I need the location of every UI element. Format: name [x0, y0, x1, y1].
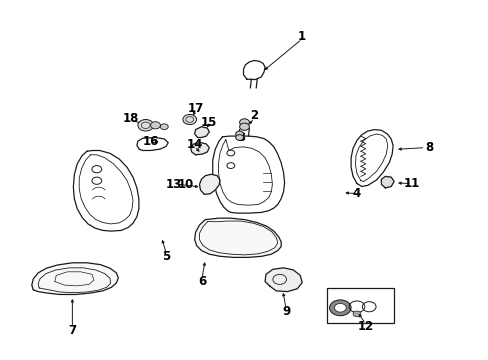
Text: 6: 6 — [198, 275, 205, 288]
Polygon shape — [381, 176, 393, 188]
Polygon shape — [137, 138, 168, 150]
Circle shape — [150, 122, 160, 129]
Text: 8: 8 — [425, 141, 432, 154]
Polygon shape — [243, 60, 264, 80]
Text: 17: 17 — [187, 102, 203, 114]
Circle shape — [235, 131, 243, 137]
Circle shape — [160, 124, 168, 130]
Text: 16: 16 — [142, 135, 159, 148]
Polygon shape — [264, 268, 302, 292]
Circle shape — [329, 300, 350, 316]
Circle shape — [138, 120, 153, 131]
Circle shape — [235, 135, 243, 140]
Polygon shape — [199, 174, 220, 194]
Bar — [326, 288, 393, 323]
Text: 10: 10 — [177, 178, 194, 191]
Circle shape — [239, 119, 249, 126]
Text: 1: 1 — [298, 30, 305, 42]
Text: 3: 3 — [237, 131, 244, 144]
Polygon shape — [32, 263, 118, 294]
Text: 5: 5 — [162, 250, 170, 263]
Circle shape — [352, 311, 360, 317]
Text: 11: 11 — [403, 177, 419, 190]
Text: 18: 18 — [122, 112, 139, 125]
Polygon shape — [350, 130, 392, 186]
Text: 9: 9 — [282, 305, 289, 318]
Text: 7: 7 — [68, 324, 76, 337]
Circle shape — [183, 114, 196, 125]
Text: 12: 12 — [357, 320, 373, 333]
Polygon shape — [73, 150, 139, 231]
Text: 13: 13 — [165, 178, 182, 191]
Polygon shape — [194, 127, 209, 138]
Text: 14: 14 — [186, 138, 203, 150]
Text: 15: 15 — [201, 116, 217, 129]
Text: 4: 4 — [352, 187, 360, 200]
Polygon shape — [194, 218, 281, 257]
Circle shape — [334, 303, 346, 312]
Circle shape — [239, 123, 249, 130]
Polygon shape — [212, 136, 284, 213]
Polygon shape — [190, 143, 209, 155]
Text: 2: 2 — [250, 109, 258, 122]
